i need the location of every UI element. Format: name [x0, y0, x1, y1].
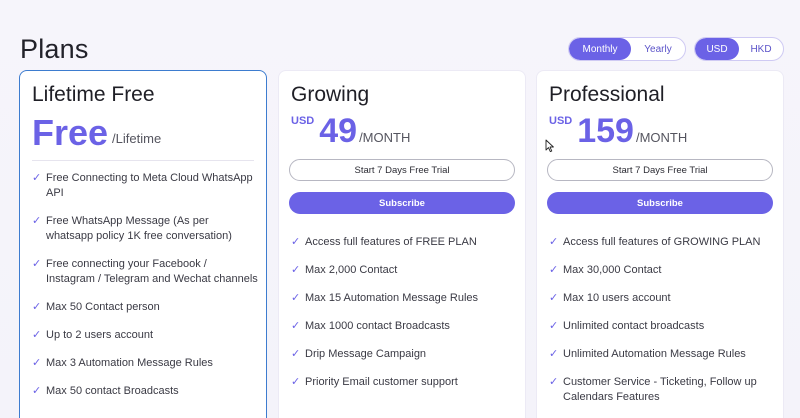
subscribe-button[interactable]: Subscribe [289, 192, 515, 214]
page-title: Plans [20, 34, 89, 64]
plan-card-growing: Growing USD 49 /MONTH Start 7 Days Free … [278, 70, 526, 418]
check-icon: ✓ [291, 376, 301, 388]
check-icon: ✓ [32, 301, 42, 313]
check-icon: ✓ [549, 292, 559, 304]
subscribe-button[interactable]: Subscribe [547, 192, 773, 214]
feature-item: ✓ Free Connecting to Meta Cloud WhatsApp … [32, 172, 253, 199]
feature-item: ✓ Max 2,000 Contact [291, 264, 398, 276]
feature-item: ✓ Unlimited Automation Message Rules [549, 348, 746, 360]
plan-price: 159 [577, 112, 634, 150]
price-currency: USD [291, 115, 315, 127]
check-icon: ✓ [549, 236, 559, 248]
check-icon: ✓ [32, 357, 42, 369]
plan-card-professional: Professional USD 159 /MONTH Start 7 Days… [536, 70, 784, 418]
check-icon: ✓ [291, 320, 301, 332]
monthly-option[interactable]: Monthly [569, 38, 631, 60]
feature-item: ✓ Priority Email customer support [291, 376, 458, 388]
plan-period: /MONTH [635, 130, 688, 145]
yearly-option[interactable]: Yearly [644, 43, 672, 55]
feature-list: ✓ Access full features of FREE PLAN ✓ Max … [291, 235, 517, 403]
currency-toggle[interactable]: USD HKD [694, 37, 784, 61]
mouse-cursor-icon [545, 139, 554, 153]
start-free-trial-button[interactable]: Start 7 Days Free Trial [547, 159, 773, 181]
price-row: Free /Lifetime [32, 113, 161, 153]
check-icon: ✓ [32, 385, 42, 397]
feature-item: ✓ Max 50 contact Broadcasts [32, 385, 179, 397]
start-free-trial-button[interactable]: Start 7 Days Free Trial [289, 159, 515, 181]
plan-period: /Lifetime [112, 131, 162, 146]
check-icon: ✓ [32, 329, 42, 341]
feature-item: ✓ Access full features of GROWING PLAN [549, 236, 761, 248]
check-icon: ✓ [549, 376, 559, 388]
check-icon: ✓ [291, 292, 301, 304]
feature-item: ✓ Max 1000 contact Broadcasts [291, 320, 450, 332]
feature-list: ✓ Free Connecting to Meta Cloud WhatsApp … [32, 171, 258, 412]
check-icon: ✓ [32, 215, 42, 227]
plan-price: Free [32, 112, 109, 153]
feature-item: ✓ Max 3 Automation Message Rules [32, 357, 213, 369]
plan-card-lifetime-free[interactable]: Lifetime Free Free /Lifetime ✓ Free Conne… [19, 70, 267, 418]
feature-list: ✓ Access full features of GROWING PLAN ✓ M… [549, 235, 775, 418]
check-icon: ✓ [32, 172, 42, 184]
plan-name: Growing [291, 83, 370, 106]
feature-item: ✓ Max 15 Automation Message Rules [291, 292, 479, 304]
feature-item: ✓ Max 50 Contact person [32, 301, 160, 313]
check-icon: ✓ [549, 264, 559, 276]
price-currency: USD [549, 115, 573, 127]
feature-item: ✓ Customer Service - Ticketing, Follow up… [549, 376, 757, 403]
check-icon: ✓ [291, 264, 301, 276]
check-icon: ✓ [549, 320, 559, 332]
price-row: USD 159 /MONTH [549, 111, 687, 151]
check-icon: ✓ [32, 258, 42, 270]
feature-item: ✓ Free WhatsApp Message (As per whatsapp … [32, 215, 232, 242]
check-icon: ✓ [549, 348, 559, 360]
price-row: USD 49 /MONTH [291, 111, 410, 151]
usd-option[interactable]: USD [695, 38, 739, 60]
plan-price: 49 [319, 112, 358, 150]
feature-item: ✓ Access full features of FREE PLAN [291, 236, 477, 248]
check-icon: ✓ [291, 236, 301, 248]
plan-name: Professional [549, 83, 665, 106]
feature-item: ✓ Up to 2 users account [32, 329, 154, 341]
feature-item: ✓ Drip Message Campaign [291, 348, 427, 360]
hkd-option[interactable]: HKD [750, 43, 772, 55]
plan-period: /MONTH [359, 130, 411, 145]
feature-item: ✓ Max 10 users account [549, 292, 671, 304]
billing-period-toggle[interactable]: Monthly Yearly [568, 37, 686, 61]
plan-name: Lifetime Free [32, 83, 155, 106]
check-icon: ✓ [291, 348, 301, 360]
feature-item: ✓ Max 30,000 Contact [549, 264, 662, 276]
feature-item: ✓ Free connecting your Facebook / Instagr… [32, 258, 258, 285]
feature-item: ✓ Unlimited contact broadcasts [549, 320, 705, 332]
divider [32, 160, 254, 161]
